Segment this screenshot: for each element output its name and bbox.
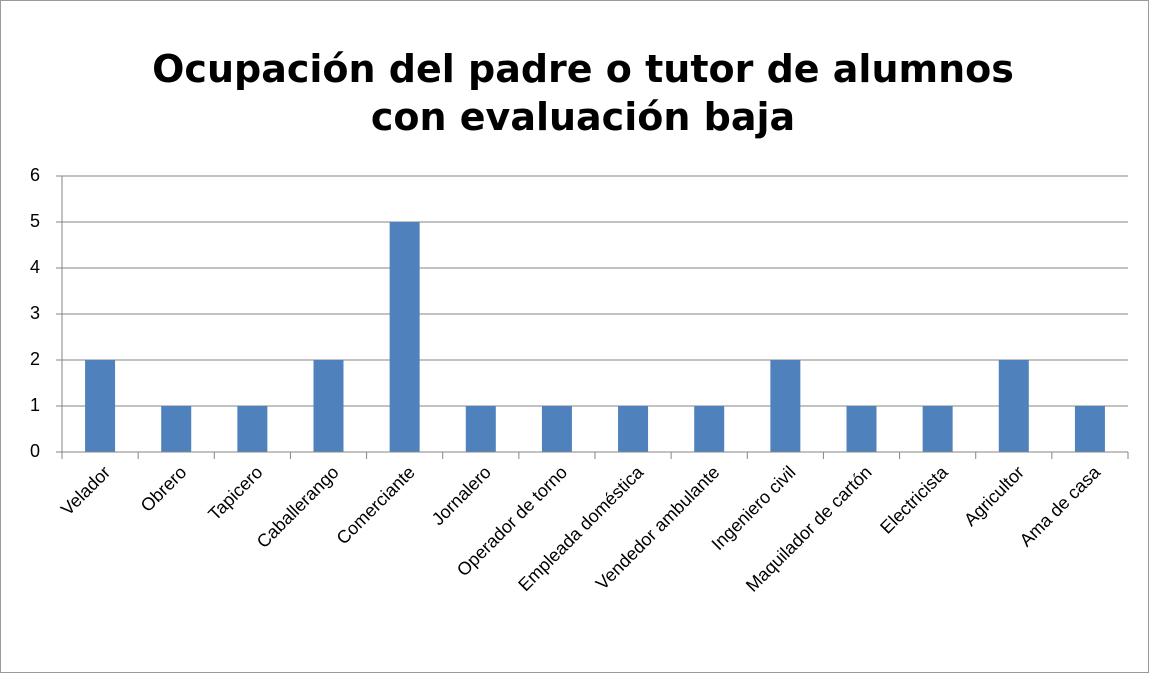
y-tick-label: 6: [30, 165, 40, 185]
bar: [85, 360, 116, 452]
bar: [1074, 406, 1105, 452]
y-tick-label: 3: [30, 303, 40, 323]
title-box: Ocupación del padre o tutor de alumnos c…: [152, 47, 1014, 139]
bar: [694, 406, 725, 452]
y-tick-label: 2: [30, 349, 40, 369]
bar: [313, 360, 344, 452]
y-tick-label: 1: [30, 395, 40, 415]
bar: [237, 406, 268, 452]
y-tick-label: 4: [30, 257, 40, 277]
bar: [541, 406, 572, 452]
bar: [998, 360, 1029, 452]
bar: [770, 360, 801, 452]
bar: [465, 406, 496, 452]
bar: [389, 222, 420, 452]
bar: [922, 406, 953, 452]
chart-title: Ocupación del padre o tutor de alumnos c…: [152, 47, 1014, 139]
y-tick-label: 5: [30, 211, 40, 231]
bar: [161, 406, 192, 452]
y-tick-label: 0: [30, 441, 40, 461]
bar: [846, 406, 877, 452]
bar: [618, 406, 649, 452]
